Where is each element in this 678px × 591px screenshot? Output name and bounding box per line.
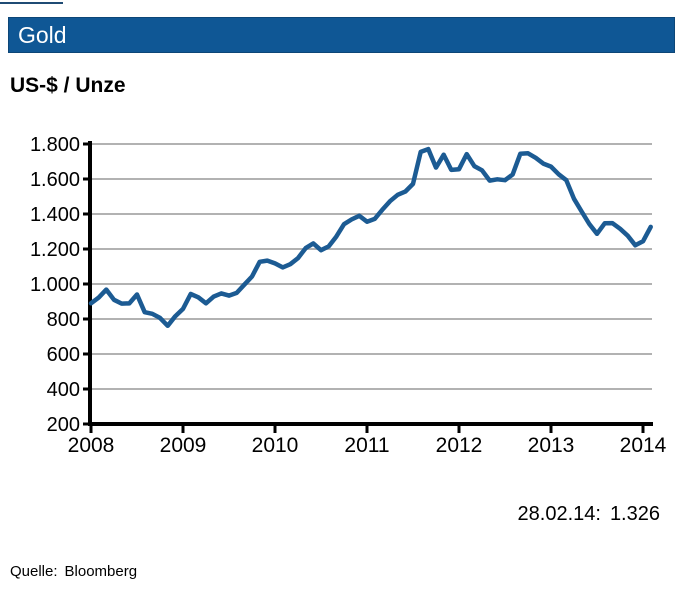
- x-tick-label: 2012: [436, 434, 483, 457]
- source-note: Quelle: Bloomberg: [10, 563, 137, 580]
- price-line: [88, 146, 653, 329]
- x-tick-label: 2011: [344, 434, 389, 457]
- annotation-value: 1.326: [609, 503, 660, 525]
- x-tick-label: 2013: [528, 434, 575, 457]
- y-tick-label: 400: [47, 379, 80, 401]
- y-tick-label: 1.400: [30, 204, 80, 226]
- y-tick-label: 200: [47, 414, 80, 436]
- source-label: Quelle:: [10, 563, 58, 580]
- axis-unit-label: US-$ / Unze: [10, 74, 126, 97]
- y-tick-label: 1.600: [30, 169, 80, 191]
- y-tick-label: 600: [47, 344, 80, 366]
- y-tick-label: 1.000: [30, 274, 80, 296]
- x-tick-label: 2009: [160, 434, 207, 457]
- source-name: Bloomberg: [64, 563, 138, 580]
- annotation-date: 28.02.14:: [517, 503, 601, 525]
- top-edge-divider: [0, 2, 63, 4]
- y-tick-label: 1.200: [30, 239, 80, 261]
- latest-value-annotation: 28.02.14: 1.326: [518, 503, 660, 526]
- page-title: Gold: [18, 22, 67, 48]
- x-tick-label: 2008: [68, 434, 115, 457]
- x-tick-label: 2014: [620, 434, 667, 457]
- title-bar: Gold: [8, 17, 675, 53]
- x-tick-label: 2010: [252, 434, 299, 457]
- y-tick-label: 1.800: [30, 134, 80, 156]
- y-tick-label: 800: [47, 309, 80, 331]
